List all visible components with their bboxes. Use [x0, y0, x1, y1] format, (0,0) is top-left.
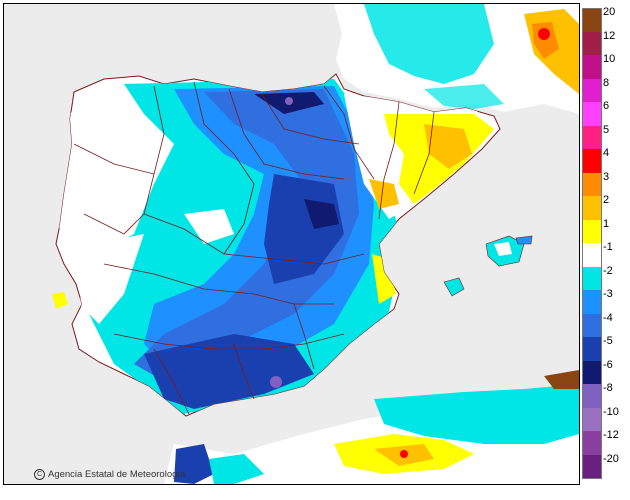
legend-swatch: [582, 243, 602, 267]
map-canvas: [52, 4, 579, 484]
legend-swatch: [582, 31, 602, 55]
legend-label: 20: [603, 6, 616, 18]
legend-label: -6: [603, 358, 613, 371]
anomaly-purple-spot-north: [285, 97, 293, 105]
legend-label: 1: [603, 217, 610, 230]
legend-label: 5: [603, 123, 610, 136]
anomaly-white-center: [184, 209, 234, 244]
legend-label: 10: [603, 53, 616, 65]
legend-swatch: [582, 384, 602, 408]
africa-brown-patch: [544, 370, 579, 389]
france-hot-spot: [538, 28, 550, 40]
legend-swatch: [582, 8, 602, 33]
legend-label: -8: [603, 382, 613, 394]
temperature-anomaly-map: C Agencia Estatal de Meteorología: [3, 3, 580, 485]
legend-label: 2: [603, 194, 610, 206]
africa-cyan-area: [374, 384, 579, 444]
portugal-yellow-spot: [52, 292, 68, 309]
africa-cyan-west: [209, 454, 264, 484]
france-cold-area-2: [424, 84, 504, 109]
anomaly-yellow-valencia: [369, 179, 399, 209]
anomaly-darkest-blue: [304, 199, 339, 229]
africa-hot-spot: [400, 450, 408, 458]
ibiza-island: [443, 277, 465, 297]
legend-label: -4: [603, 311, 613, 324]
legend-label: 12: [603, 29, 616, 42]
legend-label: 3: [603, 170, 610, 183]
legend-label: -1: [603, 241, 613, 253]
anomaly-dark-blue-south: [144, 334, 314, 409]
legend-label: -12: [603, 429, 619, 441]
legend-swatch: [582, 172, 602, 196]
region-borders: [73, 81, 435, 415]
anomaly-blue-zone: [134, 89, 359, 384]
legend-swatch: [582, 337, 602, 361]
legend-label: 4: [603, 147, 610, 159]
legend-label: -3: [603, 288, 613, 300]
copyright-icon: C: [34, 469, 45, 480]
legend-swatch: [582, 219, 602, 243]
agency-credit-text: Agencia Estatal de Meteorología: [48, 469, 186, 480]
anomaly-white-west-2: [79, 234, 144, 324]
legend-swatch: [582, 454, 602, 479]
legend-swatch: [582, 125, 602, 149]
anomaly-purple-spot-south: [270, 376, 282, 388]
legend-swatch: [582, 196, 602, 220]
legend-swatch: [582, 266, 602, 290]
legend-swatch: [582, 290, 602, 314]
legend-label: -5: [603, 335, 613, 347]
mallorca-white: [494, 242, 512, 256]
legend-label: 8: [603, 76, 610, 89]
legend-label: -20: [603, 452, 619, 465]
color-legend: 20 12 10 8 6 5 4 3 2 1 -1 -2 -3 -4 -5 -6 -8 -10 -12 -20: [582, 6, 630, 479]
legend-swatch: [582, 78, 602, 102]
legend-swatch: [582, 360, 602, 384]
anomaly-orange-east: [424, 124, 472, 169]
anomaly-white-west: [56, 99, 154, 244]
legend-label: 6: [603, 100, 610, 112]
africa-blue-area: [174, 444, 214, 484]
legend-label: -2: [603, 264, 613, 277]
legend-swatch: [582, 431, 602, 455]
legend-swatch: [582, 313, 602, 337]
anomaly-dark-blue-zone: [264, 174, 344, 284]
legend-swatch: [582, 102, 602, 126]
legend-swatch: [582, 55, 602, 79]
agency-credit: C Agencia Estatal de Meteorología: [34, 469, 185, 480]
legend-swatch: [582, 149, 602, 173]
france-cold-area: [364, 4, 494, 84]
menorca-island: [515, 235, 533, 245]
legend-swatch: [582, 407, 602, 431]
legend-label: -10: [603, 405, 619, 418]
